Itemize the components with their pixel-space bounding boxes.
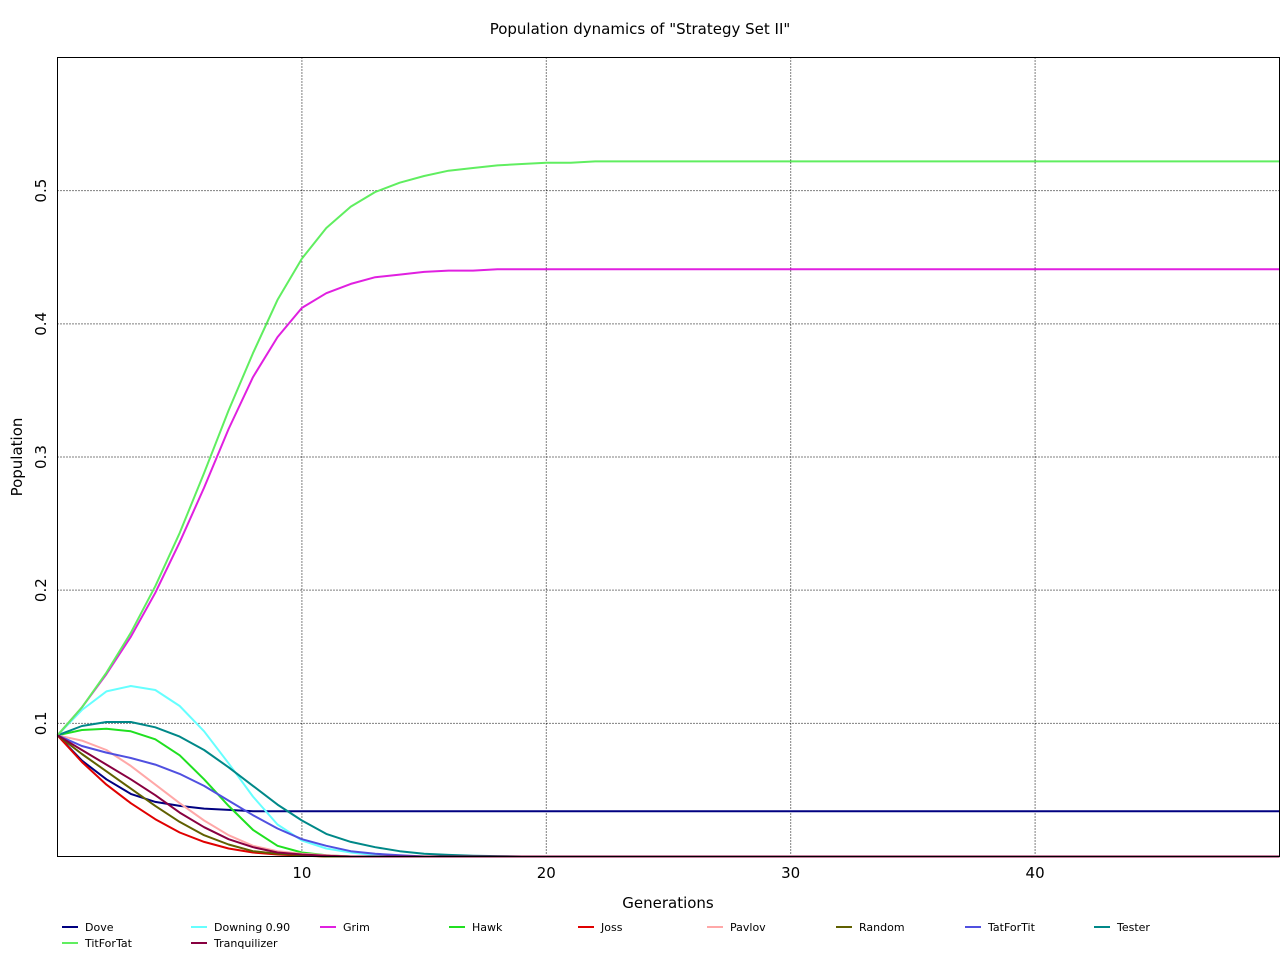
legend-item-tranquilizer: Tranquilizer <box>191 937 278 950</box>
series-line-hawk <box>57 727 1280 858</box>
x-tick-label: 10 <box>292 864 311 882</box>
legend-label: Random <box>859 921 905 934</box>
legend-label: Pavlov <box>730 921 766 934</box>
y-axis-label: Population <box>8 418 26 497</box>
series-line-grim <box>56 268 1280 736</box>
legend-item-dove: Dove <box>62 921 114 934</box>
legend-item-downing-0-90: Downing 0.90 <box>191 921 290 934</box>
series-line-random <box>56 734 1280 858</box>
chart-title: Population dynamics of "Strategy Set II" <box>490 20 791 38</box>
legend-item-hawk: Hawk <box>449 921 503 934</box>
y-tick-label: 0.2 <box>32 578 50 602</box>
legend-label: Tester <box>1116 921 1150 934</box>
x-tick-label: 40 <box>1026 864 1045 882</box>
x-tick-label: 30 <box>781 864 800 882</box>
series-line-dove <box>56 734 1280 813</box>
x-axis-label: Generations <box>622 894 714 912</box>
legend-item-pavlov: Pavlov <box>707 921 766 934</box>
legend-item-tatfortit: TatForTit <box>965 921 1036 934</box>
legend-label: Dove <box>85 921 114 934</box>
y-tick-label: 0.1 <box>32 711 50 735</box>
legend-label: Hawk <box>472 921 503 934</box>
y-tick-label: 0.3 <box>32 445 50 469</box>
series-line-pavlov <box>57 734 1280 858</box>
legend-label: TitForTat <box>84 937 133 950</box>
series-line-tranquilizer <box>56 734 1280 858</box>
y-tick-label: 0.5 <box>32 179 50 203</box>
legend-label: Grim <box>343 921 370 934</box>
legend-label: Tranquilizer <box>213 937 278 950</box>
series-line-downing-0-90 <box>56 685 1280 858</box>
legend-item-joss: Joss <box>578 921 623 934</box>
legend-label: Joss <box>600 921 623 934</box>
legend-label: TatForTit <box>987 921 1036 934</box>
series-line-tatfortit <box>57 734 1280 858</box>
legend-item-tester: Tester <box>1094 921 1150 934</box>
legend-item-titfortat: TitForTat <box>62 937 133 950</box>
legend-item-random: Random <box>836 921 905 934</box>
legend-label: Downing 0.90 <box>214 921 290 934</box>
series-line-titfortat <box>56 160 1280 736</box>
y-tick-label: 0.4 <box>32 312 50 336</box>
series-line-tester <box>57 721 1280 858</box>
series-line-joss <box>56 734 1280 858</box>
legend-item-grim: Grim <box>320 921 370 934</box>
x-tick-label: 20 <box>537 864 556 882</box>
